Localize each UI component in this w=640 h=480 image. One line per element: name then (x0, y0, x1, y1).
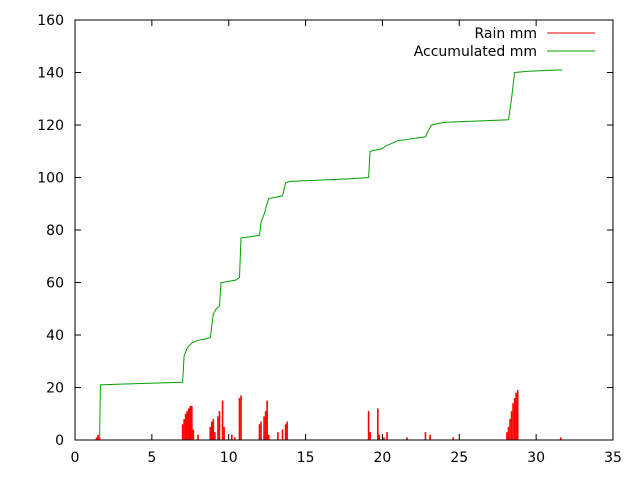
accumulated-line (99, 69, 563, 441)
y-tick-label: 80 (46, 223, 64, 239)
y-tick-label: 0 (55, 433, 64, 449)
series-layer (95, 69, 563, 441)
legend-rain-label: Rain mm (475, 26, 538, 42)
legend-accumulated-label: Accumulated mm (414, 44, 537, 60)
x-tick-label: 30 (527, 450, 545, 466)
y-tick-label: 60 (46, 276, 64, 292)
x-tick-label: 25 (450, 450, 468, 466)
x-tick-label: 10 (220, 450, 238, 466)
x-tick-label: 35 (604, 450, 622, 466)
y-tick-label: 120 (37, 118, 64, 134)
legend: Rain mm Accumulated mm (414, 26, 595, 60)
x-tick-label: 20 (374, 450, 392, 466)
y-tick-label: 20 (46, 381, 64, 397)
y-tick-label: 140 (37, 66, 64, 82)
x-tick-label: 15 (297, 450, 315, 466)
y-tick-label: 160 (37, 13, 64, 29)
y-tick-label: 100 (37, 171, 64, 187)
x-tick-label: 0 (71, 450, 80, 466)
y-tick-label: 40 (46, 328, 64, 344)
x-tick-label: 5 (147, 450, 156, 466)
axes-layer: 0 5 10 15 20 25 30 35 0 20 40 60 80 100 120 140 160 (37, 13, 622, 466)
